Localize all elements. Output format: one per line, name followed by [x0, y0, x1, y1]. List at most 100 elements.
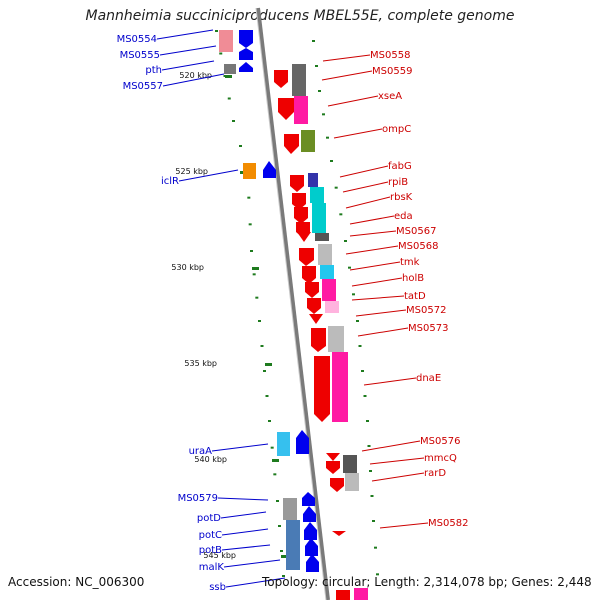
gene-label-ms0579[interactable]: MS0579 [178, 493, 218, 504]
gene-arrow[interactable] [336, 590, 350, 600]
gene-label-ms0557[interactable]: MS0557 [123, 81, 163, 92]
gene-box[interactable] [219, 30, 233, 52]
gene-arrow[interactable] [278, 98, 294, 120]
gene-label-ms0572[interactable]: MS0572 [406, 305, 446, 316]
gene-box[interactable] [286, 520, 300, 570]
gene-box[interactable] [301, 130, 315, 152]
gene-box[interactable] [343, 455, 357, 473]
gene-arrow[interactable] [311, 328, 326, 352]
gene-arrow[interactable] [294, 207, 308, 224]
gene-label-uraa[interactable]: uraA [189, 446, 213, 457]
gene-arrow[interactable] [326, 453, 340, 461]
gene-arrow[interactable] [307, 298, 321, 314]
gene-label-ssb[interactable]: ssb [209, 582, 226, 593]
guide-dot [363, 395, 367, 397]
gene-arrow[interactable] [326, 461, 340, 474]
gene-box[interactable] [328, 326, 344, 352]
gene-arrow[interactable] [304, 522, 317, 540]
scale-tick-label: 520 kbp [179, 71, 212, 80]
gene-label-ompc[interactable]: ompC [382, 124, 411, 135]
gene-label-iclr[interactable]: iclR [161, 176, 179, 187]
gene-box[interactable] [308, 173, 318, 187]
gene-label-ms0567[interactable]: MS0567 [396, 226, 436, 237]
gene-box[interactable] [312, 203, 326, 233]
gene-label-ms0554[interactable]: MS0554 [117, 34, 157, 45]
gene-label-potd[interactable]: potD [197, 513, 221, 524]
gene-arrow[interactable] [274, 70, 288, 88]
gene-label-mmcq[interactable]: mmcQ [424, 453, 457, 464]
gene-box[interactable] [277, 432, 290, 456]
gene-box[interactable] [325, 301, 339, 313]
gene-arrow[interactable] [303, 506, 316, 522]
gene-box[interactable] [322, 279, 336, 301]
guide-dot [232, 120, 235, 122]
gene-arrow[interactable] [299, 248, 314, 266]
gene-label-ms0568[interactable]: MS0568 [398, 241, 438, 252]
gene-box[interactable] [354, 588, 368, 600]
guide-dot [339, 213, 343, 216]
gene-label-eda[interactable]: eda [394, 211, 413, 222]
gene-label-rard[interactable]: rarD [424, 468, 446, 479]
leader-line [221, 544, 271, 551]
gene-box[interactable] [283, 498, 297, 520]
gene-box[interactable] [310, 187, 324, 203]
gene-label-ms0559[interactable]: MS0559 [372, 66, 412, 77]
gene-arrow[interactable] [239, 30, 253, 48]
gene-arrow[interactable] [305, 282, 319, 298]
gene-label-rpib[interactable]: rpiB [388, 177, 408, 188]
gene-label-ms0576[interactable]: MS0576 [420, 436, 460, 447]
gene-label-xsea[interactable]: xseA [378, 91, 402, 102]
gene-label-tatd[interactable]: tatD [404, 291, 426, 302]
gene-arrow[interactable] [305, 538, 318, 556]
gene-box[interactable] [315, 233, 329, 241]
gene-label-fabg[interactable]: fabG [388, 161, 412, 172]
accession-text: Accession: NC_006300 [8, 575, 145, 589]
guide-dot [326, 136, 329, 139]
gene-arrow[interactable] [330, 478, 344, 492]
gene-arrow[interactable] [292, 193, 306, 210]
gene-arrow[interactable] [302, 492, 315, 506]
gene-label-dnae[interactable]: dnaE [416, 373, 441, 384]
leader-line [333, 128, 383, 139]
gene-label-pth[interactable]: pth [145, 65, 162, 76]
gene-arrow[interactable] [290, 175, 304, 192]
gene-label-tmk[interactable]: tmk [400, 257, 420, 268]
gene-label-potc[interactable]: potC [199, 530, 222, 541]
gene-label-ms0582[interactable]: MS0582 [428, 518, 468, 529]
gene-arrow[interactable] [284, 134, 299, 154]
gene-arrow[interactable] [263, 161, 276, 178]
gene-label-holb[interactable]: holB [402, 273, 424, 284]
guide-dot [344, 240, 347, 242]
gene-box[interactable] [320, 265, 334, 279]
guide-dot [282, 575, 285, 577]
gene-arrow[interactable] [296, 430, 309, 454]
gene-box[interactable] [294, 96, 308, 124]
gene-label-malk[interactable]: malK [199, 562, 225, 573]
gene-box[interactable] [332, 352, 348, 422]
gene-label-ms0558[interactable]: MS0558 [370, 50, 410, 61]
gene-box[interactable] [345, 473, 359, 491]
gene-box[interactable] [292, 64, 306, 96]
gene-arrow[interactable] [332, 531, 346, 536]
guide-dot [369, 470, 372, 472]
gene-box[interactable] [224, 64, 236, 74]
gene-label-potb[interactable]: potB [199, 545, 222, 556]
gene-arrow[interactable] [302, 266, 316, 284]
leader-line [369, 457, 425, 465]
gene-arrow[interactable] [239, 48, 253, 60]
gene-label-ms0573[interactable]: MS0573 [408, 323, 448, 334]
leader-line [221, 528, 269, 536]
gene-label-rbsk[interactable]: rbsK [390, 192, 413, 203]
gene-arrow[interactable] [297, 232, 311, 242]
scale-ticks: 520 kbp 525 kbp 530 kbp 535 kbp 540 kbp 545 k… [171, 71, 288, 560]
gene-arrow[interactable] [239, 62, 253, 72]
leader-line [349, 230, 397, 237]
guide-dot [330, 160, 333, 162]
leader-line [351, 295, 405, 301]
gene-arrow[interactable] [306, 554, 319, 572]
gene-box[interactable] [318, 244, 332, 265]
gene-arrow[interactable] [309, 314, 323, 324]
gene-box[interactable] [243, 163, 256, 179]
gene-arrow[interactable] [314, 356, 330, 422]
gene-label-ms0555[interactable]: MS0555 [120, 50, 160, 61]
